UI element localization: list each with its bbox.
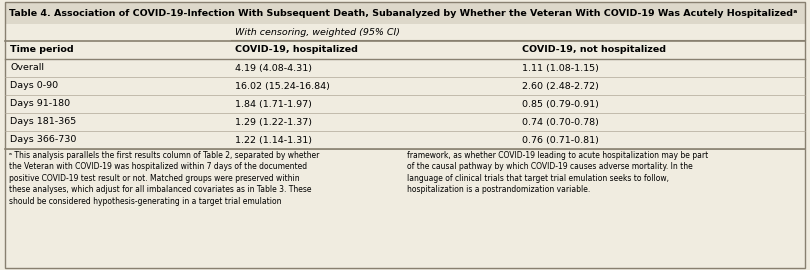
Text: 1.11 (1.08-1.15): 1.11 (1.08-1.15) <box>522 63 599 73</box>
Bar <box>5 24 805 41</box>
Text: Days 181-365: Days 181-365 <box>11 117 77 127</box>
Text: Days 0-90: Days 0-90 <box>11 82 58 90</box>
Text: 4.19 (4.08-4.31): 4.19 (4.08-4.31) <box>235 63 312 73</box>
Text: 1.22 (1.14-1.31): 1.22 (1.14-1.31) <box>235 136 312 144</box>
Text: framework, as whether COVID-19 leading to acute hospitalization may be part
of t: framework, as whether COVID-19 leading t… <box>407 151 708 194</box>
Text: Days 91-180: Days 91-180 <box>11 100 70 109</box>
Text: COVID-19, hospitalized: COVID-19, hospitalized <box>235 46 358 55</box>
Text: ᵃ This analysis parallels the first results column of Table 2, separated by whet: ᵃ This analysis parallels the first resu… <box>9 151 319 206</box>
Text: 0.74 (0.70-0.78): 0.74 (0.70-0.78) <box>522 117 599 127</box>
Text: 1.29 (1.22-1.37): 1.29 (1.22-1.37) <box>235 117 312 127</box>
Text: 1.84 (1.71-1.97): 1.84 (1.71-1.97) <box>235 100 312 109</box>
Text: Table 4. Association of COVID-19-Infection With Subsequent Death, Subanalyzed by: Table 4. Association of COVID-19-Infecti… <box>9 8 797 18</box>
Text: COVID-19, not hospitalized: COVID-19, not hospitalized <box>522 46 667 55</box>
Text: With censoring, weighted (95% CI): With censoring, weighted (95% CI) <box>235 28 400 37</box>
Text: 16.02 (15.24-16.84): 16.02 (15.24-16.84) <box>235 82 330 90</box>
Text: Time period: Time period <box>11 46 74 55</box>
Text: Overall: Overall <box>11 63 45 73</box>
Text: 2.60 (2.48-2.72): 2.60 (2.48-2.72) <box>522 82 599 90</box>
Bar <box>5 2 805 24</box>
Bar <box>5 41 805 59</box>
Text: Days 366-730: Days 366-730 <box>11 136 77 144</box>
Bar <box>5 149 805 268</box>
Text: 0.76 (0.71-0.81): 0.76 (0.71-0.81) <box>522 136 599 144</box>
Text: 0.85 (0.79-0.91): 0.85 (0.79-0.91) <box>522 100 599 109</box>
